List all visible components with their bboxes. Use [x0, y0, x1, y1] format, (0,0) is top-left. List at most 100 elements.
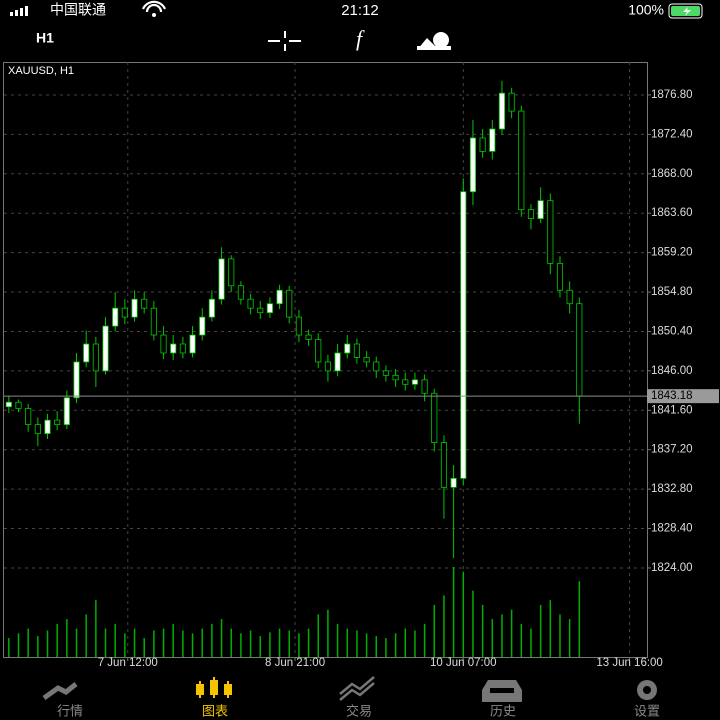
- volume-bar: [85, 614, 87, 657]
- battery-frame: [668, 3, 703, 19]
- volume-bar: [404, 628, 407, 657]
- volume-bar: [443, 595, 445, 657]
- candle-body: [44, 419, 51, 434]
- volume-bar: [66, 619, 68, 657]
- x-tick-label: 8 Jun 21:00: [265, 657, 325, 669]
- volume-bar: [385, 638, 387, 657]
- candle-body: [54, 419, 61, 426]
- volume-bar: [114, 623, 116, 657]
- battery-level: 100%: [628, 2, 664, 18]
- volume-bar: [481, 604, 484, 657]
- y-tick-label: 1872.40: [651, 128, 693, 140]
- volume-bar: [317, 614, 319, 657]
- candle-body: [63, 397, 70, 426]
- volume-bar: [423, 623, 426, 657]
- volume-bar: [230, 628, 232, 657]
- volume-bar: [191, 633, 194, 657]
- candle-body: [440, 442, 448, 488]
- candle-body: [237, 285, 244, 300]
- y-tick-label: 1868.00: [651, 168, 693, 180]
- candle-body: [34, 424, 41, 434]
- indicator-button[interactable]: f: [356, 26, 365, 51]
- volume-bar: [549, 600, 552, 657]
- volume-bar: [153, 630, 155, 657]
- tab-label[interactable]: 历史: [490, 703, 516, 718]
- y-tick-label: 1832.80: [651, 483, 693, 495]
- tab-label[interactable]: 图表: [202, 703, 228, 718]
- candle-body: [353, 343, 360, 358]
- candle-body: [179, 343, 186, 354]
- volume-bar: [336, 623, 339, 657]
- candle-body: [537, 200, 544, 219]
- candle-body: [421, 379, 428, 394]
- candle-body: [382, 370, 389, 376]
- y-tick-label: 1850.40: [651, 325, 693, 337]
- candle-body: [160, 334, 167, 354]
- volume-bar: [346, 628, 349, 657]
- candle-body: [121, 307, 128, 318]
- volume-bar: [240, 633, 242, 657]
- candle-body: [228, 258, 235, 287]
- objects-button[interactable]: [417, 32, 451, 50]
- tab-label[interactable]: 交易: [346, 703, 372, 718]
- volume-bar: [414, 630, 416, 657]
- volume-bar: [259, 636, 261, 657]
- candle-body: [15, 401, 22, 409]
- carrier: 中国联通: [50, 2, 106, 18]
- crosshair-button[interactable]: [268, 31, 301, 51]
- volume-bar: [356, 630, 358, 657]
- chart-title: XAUUSD, H1: [8, 65, 74, 77]
- candle-body: [170, 343, 177, 354]
- clock: 21:12: [341, 2, 379, 19]
- candle-body: [518, 110, 525, 211]
- candle-body: [566, 289, 573, 305]
- candle-body: [286, 289, 293, 318]
- candle-body: [150, 307, 157, 336]
- candle-body: [257, 307, 264, 314]
- volume-bar: [124, 633, 126, 657]
- charging-icon: [683, 7, 691, 16]
- volume-bar: [211, 623, 213, 657]
- candle-body: [556, 262, 564, 291]
- volume-bar: [472, 590, 474, 657]
- y-tick-label: 1854.80: [651, 286, 693, 298]
- candle-body: [83, 343, 90, 363]
- candle-body: [489, 128, 496, 152]
- signal: [10, 6, 28, 16]
- volume-bar: [491, 619, 494, 657]
- candle-body: [295, 316, 302, 336]
- volume-bar: [578, 581, 581, 657]
- candle-body: [411, 379, 418, 385]
- x-tick-label: 10 Jun 07:00: [430, 657, 497, 669]
- candle-body: [479, 137, 486, 152]
- timeframe[interactable]: H1: [36, 30, 54, 46]
- volume-bar: [327, 609, 329, 657]
- y-tick-label: 1837.20: [651, 444, 693, 456]
- y-tick-label: 1863.60: [651, 207, 693, 219]
- chart-frame: [3, 62, 648, 658]
- volume-bar: [37, 636, 39, 657]
- wifi-icon: [141, 0, 167, 13]
- candle-body: [73, 361, 80, 399]
- candle-body: [247, 298, 254, 309]
- candle-body: [469, 137, 477, 193]
- volume-bar: [27, 628, 29, 657]
- volume-bar: [46, 630, 49, 657]
- candle-body: [402, 379, 409, 385]
- volume-bar: [104, 628, 107, 657]
- volume-bar: [433, 604, 436, 657]
- volume-bar: [182, 630, 184, 657]
- candle-body: [102, 325, 109, 372]
- tab-label[interactable]: 行情: [57, 703, 83, 718]
- volume-bar: [452, 567, 455, 657]
- volume-bar: [17, 633, 20, 657]
- candle-body: [208, 298, 215, 318]
- volume-bar: [375, 636, 378, 657]
- volume-bar: [278, 628, 281, 657]
- x-tick-label: 7 Jun 12:00: [98, 657, 158, 669]
- candle-body: [112, 307, 119, 327]
- tab-label[interactable]: 设置: [634, 703, 660, 718]
- candle-body: [527, 209, 535, 219]
- volume-bar: [75, 628, 78, 657]
- volume-bar: [520, 623, 523, 657]
